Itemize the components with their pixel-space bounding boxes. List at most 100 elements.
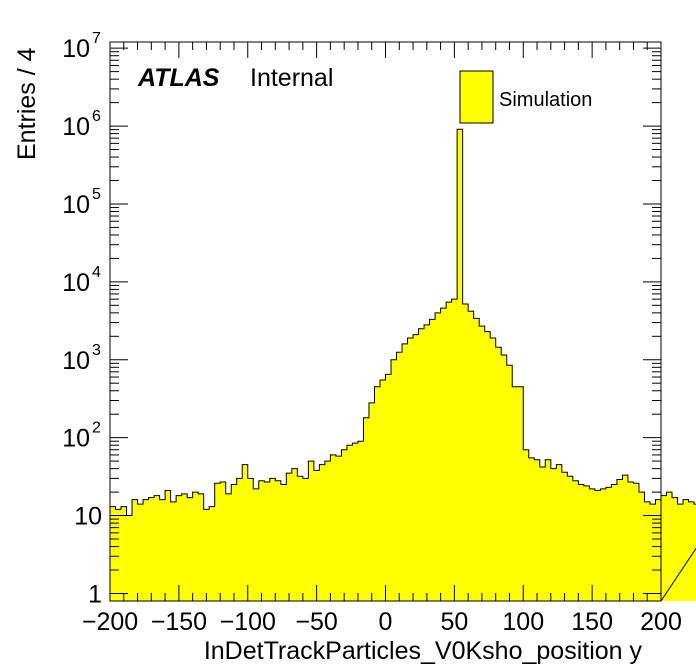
histogram-bin <box>198 493 205 601</box>
histogram-bin <box>440 308 447 601</box>
histogram-bin <box>110 506 116 601</box>
y-tick-label: 10 <box>62 35 90 63</box>
histogram-bin <box>429 319 436 601</box>
histogram-bin <box>176 495 183 601</box>
histogram-bin <box>622 475 629 601</box>
histogram-bin <box>638 492 645 601</box>
internal-label: Internal <box>250 64 333 92</box>
x-tick-label: −150 <box>151 608 207 636</box>
histogram-bin <box>583 485 590 601</box>
histogram-bin <box>694 504 696 601</box>
histogram-bin <box>462 303 469 601</box>
histogram-bin <box>341 449 348 601</box>
legend-entry-simulation: Simulation <box>499 89 592 111</box>
y-tick-exponent: 7 <box>92 30 101 47</box>
histogram-bin <box>280 484 287 601</box>
y-tick-label: 10 <box>62 113 90 141</box>
x-tick-label: 50 <box>440 608 468 636</box>
legend: Simulation <box>459 70 592 124</box>
histogram-bin <box>379 379 386 601</box>
histogram-bin <box>484 331 491 601</box>
histogram-bin <box>269 478 276 601</box>
histogram-bin <box>611 484 618 601</box>
histogram-bin <box>605 487 612 601</box>
histogram-bin <box>506 365 513 601</box>
y-tick-label: 10 <box>74 503 102 531</box>
histogram-bin <box>418 328 425 601</box>
histogram-bin <box>357 441 364 601</box>
histogram-bin <box>143 499 149 601</box>
y-tick-exponent: 2 <box>92 420 101 437</box>
histogram-bin <box>132 499 138 601</box>
histogram-bin <box>550 468 557 601</box>
histogram-bin <box>589 488 596 601</box>
histogram-bin <box>247 478 254 601</box>
histogram-bin <box>324 461 331 601</box>
histogram-bin <box>528 457 535 601</box>
histogram-bin <box>683 499 689 601</box>
histogram-bin <box>148 497 155 601</box>
histogram-bin <box>633 483 640 601</box>
histogram-bin <box>644 501 651 601</box>
x-tick-label: 150 <box>571 608 613 636</box>
histogram-bin <box>446 302 453 601</box>
x-axis-title: InDetTrackParticles_V0Ksho_position y <box>204 637 643 665</box>
y-tick-exponent: 4 <box>92 264 101 281</box>
histogram-bin <box>203 509 210 601</box>
x-tick-label: 200 <box>640 608 682 636</box>
histogram-bin <box>578 484 585 601</box>
histogram-bin <box>545 459 552 601</box>
histogram-bin <box>220 481 227 601</box>
histogram-bin <box>121 506 127 601</box>
plot-frame <box>109 41 662 602</box>
histogram-bin <box>688 501 695 601</box>
histogram-bin <box>495 347 502 601</box>
histogram-bin <box>346 445 353 601</box>
y-tick-label: 10 <box>62 191 90 219</box>
histogram-bin <box>319 464 326 601</box>
x-tick-label: −100 <box>220 608 276 636</box>
histogram-bin <box>231 484 238 601</box>
x-tick-label: 100 <box>502 608 544 636</box>
histogram-bin <box>275 480 282 601</box>
histogram-bin <box>473 318 480 601</box>
histogram-bin <box>126 515 133 601</box>
histogram-bin <box>154 495 160 601</box>
histogram-bin <box>313 470 320 601</box>
histogram-bin <box>258 480 265 601</box>
histogram-bin <box>214 483 221 601</box>
histogram-bin <box>209 506 216 601</box>
histogram-bin <box>330 454 337 601</box>
histogram-bin <box>517 386 524 601</box>
y-tick-label: 10 <box>62 347 90 375</box>
histogram-bin <box>402 343 408 601</box>
histogram-bin <box>286 473 293 601</box>
y-tick-label: 1 <box>88 580 102 608</box>
histogram-bin <box>297 476 304 601</box>
histogram-bin <box>181 493 188 601</box>
histogram-bin <box>137 504 144 601</box>
histogram-bin <box>501 355 508 601</box>
histogram-bin <box>534 459 541 601</box>
histogram-bin <box>539 467 546 601</box>
histogram-bin <box>308 461 315 601</box>
histogram-bin <box>187 497 194 601</box>
histogram-bin <box>424 324 430 601</box>
histogram-bin <box>368 402 375 601</box>
histogram-bin <box>352 443 359 601</box>
histogram-bin <box>363 417 370 601</box>
histogram-bin <box>291 468 298 601</box>
histogram-bin <box>616 479 623 601</box>
histogram-bin <box>677 504 684 601</box>
histogram-bin <box>413 334 419 601</box>
histogram-bin <box>159 499 166 601</box>
histogram-bin <box>572 480 579 601</box>
histogram-bin <box>672 497 678 601</box>
histogram-bin <box>391 359 397 601</box>
histogram-bin <box>649 504 656 601</box>
histogram-bin <box>115 509 122 601</box>
y-tick-exponent: 3 <box>92 342 101 359</box>
histogram-bin <box>335 456 342 601</box>
histogram-area <box>109 128 696 602</box>
